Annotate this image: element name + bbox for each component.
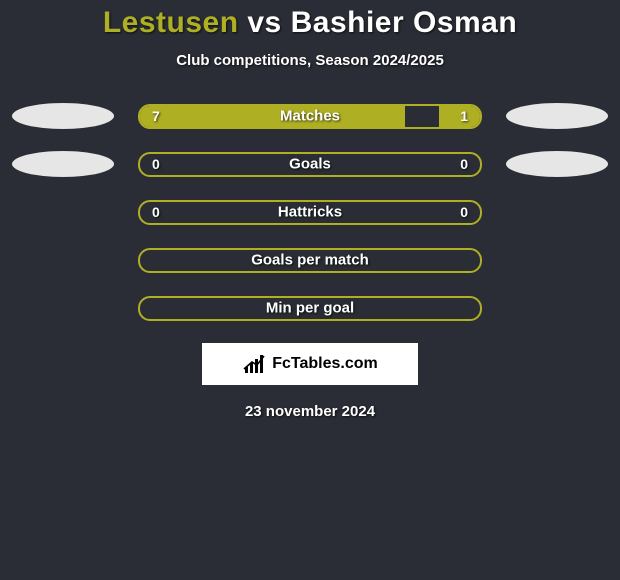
stat-bar: Min per goal <box>138 296 482 321</box>
subtitle: Club competitions, Season 2024/2025 <box>0 52 620 69</box>
stat-value-left: 0 <box>152 156 160 172</box>
stat-label: Matches <box>280 108 340 125</box>
vs-separator: vs <box>247 6 281 39</box>
player2-avatar <box>506 103 608 129</box>
stat-value-right: 1 <box>460 108 468 124</box>
player1-avatar <box>12 151 114 177</box>
stat-bar: 7 1 Matches <box>138 104 482 129</box>
stat-label: Hattricks <box>278 204 342 221</box>
stat-label: Min per goal <box>266 300 354 317</box>
stat-row: 7 1 Matches <box>0 103 620 129</box>
attribution-text: FcTables.com <box>272 355 378 373</box>
stat-bar: 0 0 Goals <box>138 152 482 177</box>
bar-chart-icon <box>242 353 268 375</box>
stat-row: Goals per match <box>0 247 620 273</box>
date-text: 23 november 2024 <box>0 403 620 420</box>
stat-value-right: 0 <box>460 204 468 220</box>
stat-row: 0 0 Goals <box>0 151 620 177</box>
stat-row: 0 0 Hattricks <box>0 199 620 225</box>
player2-avatar <box>506 151 608 177</box>
stat-value-right: 0 <box>460 156 468 172</box>
attribution-badge: FcTables.com <box>202 343 418 385</box>
stat-bar: 0 0 Hattricks <box>138 200 482 225</box>
player2-name: Bashier Osman <box>291 6 518 39</box>
player1-avatar <box>12 103 114 129</box>
stat-bar: Goals per match <box>138 248 482 273</box>
comparison-card: Lestusen vs Bashier Osman Club competiti… <box>0 0 620 420</box>
stat-value-left: 0 <box>152 204 160 220</box>
stats-list: 7 1 Matches 0 0 Goals 0 0 Hattricks Goals per mat… <box>0 103 620 321</box>
stat-label: Goals per match <box>251 252 369 269</box>
player1-name: Lestusen <box>103 6 239 39</box>
stat-label: Goals <box>289 156 331 173</box>
bar-fill-left <box>140 106 405 127</box>
page-title: Lestusen vs Bashier Osman <box>0 6 620 40</box>
stat-row: Min per goal <box>0 295 620 321</box>
stat-value-left: 7 <box>152 108 160 124</box>
